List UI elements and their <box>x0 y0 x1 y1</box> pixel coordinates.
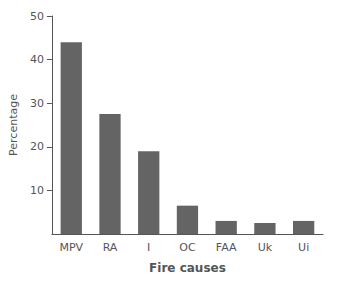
svg-text:RA: RA <box>103 241 118 254</box>
svg-text:MPV: MPV <box>59 241 83 254</box>
svg-text:FAA: FAA <box>216 241 237 254</box>
svg-text:20: 20 <box>30 140 44 153</box>
svg-text:OC: OC <box>179 241 196 254</box>
svg-text:Uk: Uk <box>258 241 273 254</box>
svg-text:Percentage: Percentage <box>7 94 20 156</box>
svg-text:Fire causes: Fire causes <box>149 261 226 275</box>
svg-text:Ui: Ui <box>298 241 309 254</box>
svg-text:40: 40 <box>30 53 44 66</box>
svg-text:10: 10 <box>30 184 44 197</box>
svg-text:I: I <box>147 241 150 254</box>
svg-text:50: 50 <box>30 10 44 23</box>
svg-text:30: 30 <box>30 97 44 110</box>
